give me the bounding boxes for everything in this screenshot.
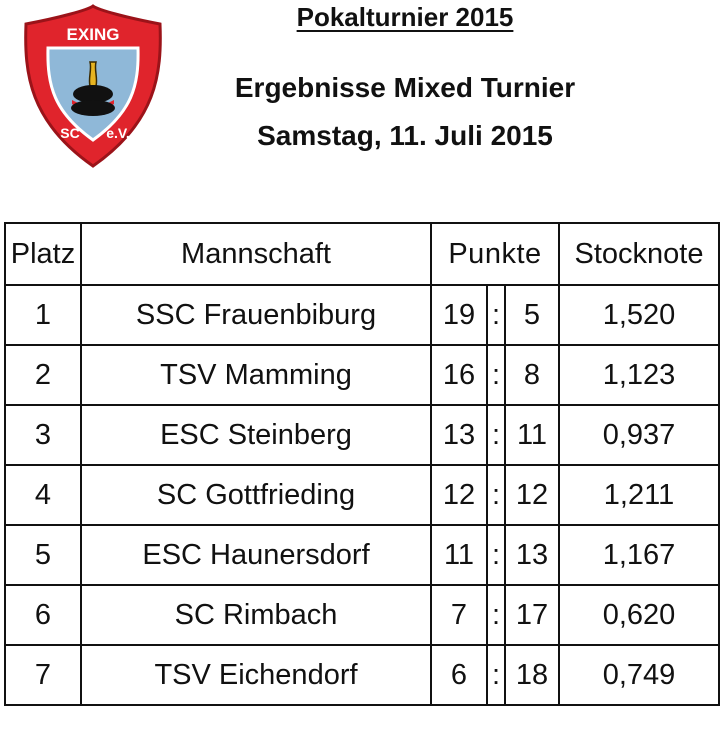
page-title: Pokalturnier 2015: [170, 2, 640, 33]
stocknote-cell: 1,520: [558, 284, 720, 346]
stocknote-cell: 0,749: [558, 644, 720, 706]
team-name-cell: TSV Mamming: [80, 344, 432, 406]
points-minus-cell: 18: [504, 644, 560, 706]
points-minus-cell: 5: [504, 284, 560, 346]
stocknote-cell: 1,211: [558, 464, 720, 526]
rank-cell: 5: [4, 524, 82, 586]
team-name-cell: ESC Steinberg: [80, 404, 432, 466]
event-date: Samstag, 11. Juli 2015: [257, 120, 553, 151]
page-subtitle: Ergebnisse Mixed Turnier: [234, 72, 576, 103]
table-header-row: Platz Mannschaft Punkte Stocknote: [4, 222, 720, 286]
results-table: Platz Mannschaft Punkte Stocknote 1 SSC …: [4, 222, 720, 706]
rank-cell: 3: [4, 404, 82, 466]
column-header-punkte: Punkte: [430, 222, 560, 286]
logo-bottom-right-text: e.V.: [106, 125, 130, 141]
table-row: 5 ESC Haunersdorf 11 : 13 1,167: [4, 524, 720, 586]
points-separator: :: [486, 344, 506, 406]
points-plus-cell: 12: [430, 464, 488, 526]
team-name-cell: SSC Frauenbiburg: [80, 284, 432, 346]
rank-cell: 1: [4, 284, 82, 346]
logo-top-text: EXING: [67, 25, 120, 44]
column-header-stocknote: Stocknote: [558, 222, 720, 286]
club-logo: EXING SC e.V.: [24, 4, 162, 168]
points-minus-cell: 13: [504, 524, 560, 586]
points-plus-cell: 19: [430, 284, 488, 346]
points-minus-cell: 11: [504, 404, 560, 466]
team-name-cell: ESC Haunersdorf: [80, 524, 432, 586]
table-row: 3 ESC Steinberg 13 : 11 0,937: [4, 404, 720, 466]
page-title-text: Pokalturnier 2015: [296, 2, 514, 32]
stocknote-cell: 0,937: [558, 404, 720, 466]
points-separator: :: [486, 524, 506, 586]
points-minus-cell: 12: [504, 464, 560, 526]
rank-cell: 4: [4, 464, 82, 526]
rank-cell: 7: [4, 644, 82, 706]
table-row: 2 TSV Mamming 16 : 8 1,123: [4, 344, 720, 406]
rank-cell: 2: [4, 344, 82, 406]
points-plus-cell: 16: [430, 344, 488, 406]
logo-bottom-left-text: SC: [60, 125, 79, 141]
points-separator: :: [486, 584, 506, 646]
column-header-mannschaft: Mannschaft: [80, 222, 432, 286]
rank-cell: 6: [4, 584, 82, 646]
points-plus-cell: 11: [430, 524, 488, 586]
table-row: 1 SSC Frauenbiburg 19 : 5 1,520: [4, 284, 720, 346]
table-row: 6 SC Rimbach 7 : 17 0,620: [4, 584, 720, 646]
stock-emblem-icon: [71, 61, 115, 116]
points-minus-cell: 8: [504, 344, 560, 406]
points-separator: :: [486, 284, 506, 346]
table-row: 4 SC Gottfrieding 12 : 12 1,211: [4, 464, 720, 526]
team-name-cell: TSV Eichendorf: [80, 644, 432, 706]
points-plus-cell: 7: [430, 584, 488, 646]
team-name-cell: SC Gottfrieding: [80, 464, 432, 526]
points-separator: :: [486, 404, 506, 466]
stocknote-cell: 1,167: [558, 524, 720, 586]
points-plus-cell: 6: [430, 644, 488, 706]
points-separator: :: [486, 644, 506, 706]
stocknote-cell: 1,123: [558, 344, 720, 406]
team-name-cell: SC Rimbach: [80, 584, 432, 646]
table-row: 7 TSV Eichendorf 6 : 18 0,749: [4, 644, 720, 706]
column-header-platz: Platz: [4, 222, 82, 286]
points-separator: :: [486, 464, 506, 526]
stocknote-cell: 0,620: [558, 584, 720, 646]
points-plus-cell: 13: [430, 404, 488, 466]
points-minus-cell: 17: [504, 584, 560, 646]
